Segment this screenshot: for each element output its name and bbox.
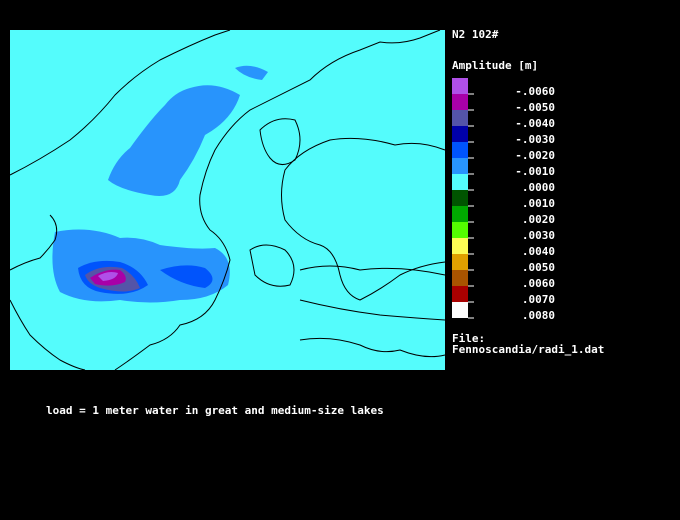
legend-label: -.0040 [515,117,555,130]
legend-label: -.0030 [515,133,555,146]
legend-label: .0040 [522,245,555,258]
map-title: N2 102# [452,28,499,41]
legend-swatch [452,286,468,302]
legend-swatch [452,206,468,222]
legend-swatch [452,302,468,318]
contour [108,85,240,196]
coastline [9,214,86,371]
caption: load = 1 meter water in great and medium… [46,404,384,417]
legend-swatch [452,158,468,174]
legend-label: .0080 [522,309,555,322]
file-path: Fennoscandia/radi_1.dat [452,343,604,356]
legend-swatch [452,78,468,94]
legend-label: .0030 [522,229,555,242]
coastline [299,337,446,358]
legend-swatch [452,110,468,126]
coastline [259,118,301,165]
legend-swatch [452,222,468,238]
coastline [249,244,295,287]
legend-label: .0050 [522,261,555,274]
legend-label: -.0020 [515,149,555,162]
legend-swatch [452,254,468,270]
contour [160,265,213,288]
legend-swatch [452,174,468,190]
coastline [299,265,446,321]
legend-label: .0000 [522,181,555,194]
legend-label: -.0050 [515,101,555,114]
contour [235,65,268,80]
legend-swatch [452,126,468,142]
legend-swatch [452,238,468,254]
legend-swatch [452,142,468,158]
map [9,29,446,371]
legend-label: -.0060 [515,85,555,98]
file-label: File: [452,332,485,345]
legend-swatch [452,270,468,286]
coastline [281,137,446,301]
legend-label: -.0010 [515,165,555,178]
legend-label: .0010 [522,197,555,210]
legend-label: .0070 [522,293,555,306]
legend-swatch [452,190,468,206]
legend-label: .0020 [522,213,555,226]
coastline [114,29,441,371]
legend-label: .0060 [522,277,555,290]
legend-swatch [452,94,468,110]
legend: -.0060 -.0050 -.0040 -.0030 -.0020 -.0010 .000… [452,78,555,322]
coastline [9,29,231,176]
contour [98,272,118,281]
legend-title: Amplitude [m] [452,59,538,72]
map-field [10,30,445,370]
